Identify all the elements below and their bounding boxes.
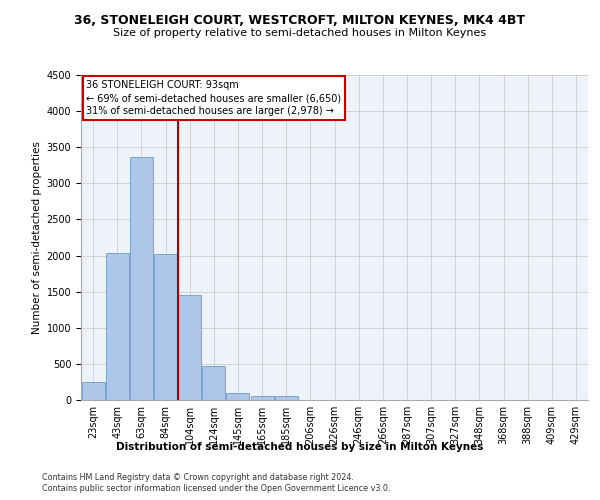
Bar — [154, 254, 177, 400]
Text: 36 STONELEIGH COURT: 93sqm
← 69% of semi-detached houses are smaller (6,650)
31%: 36 STONELEIGH COURT: 93sqm ← 69% of semi… — [86, 80, 341, 116]
Bar — [106, 254, 128, 400]
Text: Contains HM Land Registry data © Crown copyright and database right 2024.: Contains HM Land Registry data © Crown c… — [42, 472, 354, 482]
Bar — [275, 396, 298, 400]
Bar — [178, 294, 201, 400]
Text: 36, STONELEIGH COURT, WESTCROFT, MILTON KEYNES, MK4 4BT: 36, STONELEIGH COURT, WESTCROFT, MILTON … — [74, 14, 526, 27]
Bar — [82, 382, 104, 400]
Text: Contains public sector information licensed under the Open Government Licence v3: Contains public sector information licen… — [42, 484, 391, 493]
Bar — [226, 393, 250, 400]
Bar — [130, 156, 153, 400]
Y-axis label: Number of semi-detached properties: Number of semi-detached properties — [32, 141, 43, 334]
Bar — [251, 396, 274, 400]
Bar — [202, 366, 225, 400]
Text: Size of property relative to semi-detached houses in Milton Keynes: Size of property relative to semi-detach… — [113, 28, 487, 38]
Text: Distribution of semi-detached houses by size in Milton Keynes: Distribution of semi-detached houses by … — [116, 442, 484, 452]
